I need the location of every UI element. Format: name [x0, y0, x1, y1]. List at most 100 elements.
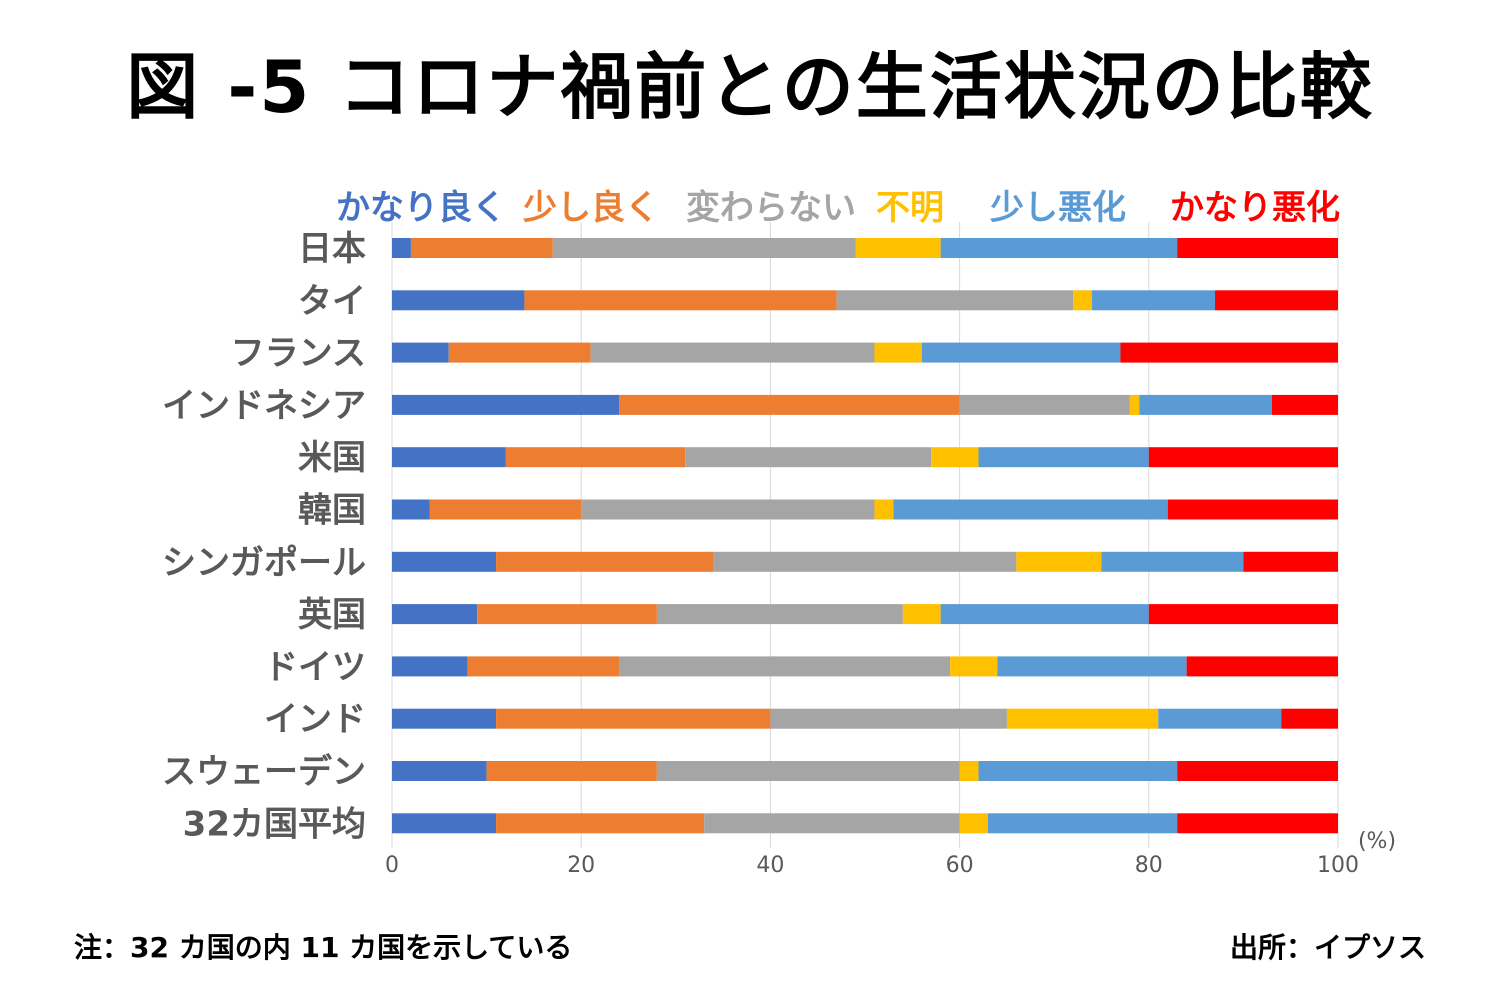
bar-2-2	[590, 342, 875, 363]
category-label-6: シンガポール	[162, 543, 366, 583]
bar-1-5	[1215, 290, 1338, 311]
bar-3-3	[1129, 394, 1140, 415]
bar-1-0	[392, 290, 525, 311]
bar-9-0	[392, 708, 497, 729]
bar-11-3	[959, 813, 988, 834]
bar-11-1	[496, 813, 705, 834]
bar-11-5	[1177, 813, 1338, 834]
bar-0-5	[1177, 238, 1338, 258]
bar-7-2	[656, 604, 903, 625]
legend-entry-4: 少し悪化	[990, 188, 1126, 228]
bar-2-4	[921, 342, 1121, 363]
bar-0-0	[392, 238, 411, 258]
bar-3-5	[1271, 394, 1338, 415]
bar-9-4	[1158, 708, 1282, 729]
bar-8-3	[950, 656, 998, 677]
x-tick-label-1: 20	[567, 853, 595, 878]
bar-7-3	[902, 604, 941, 625]
bar-4-5	[1148, 447, 1338, 468]
bar-11-2	[704, 813, 960, 834]
bar-10-5	[1177, 761, 1338, 781]
bar-11-4	[987, 813, 1178, 834]
bar-10-3	[959, 761, 979, 781]
bar-5-4	[893, 499, 1168, 520]
bar-5-0	[392, 499, 430, 520]
bar-4-1	[505, 447, 686, 468]
bar-0-3	[855, 238, 941, 258]
bar-7-0	[392, 604, 478, 625]
bar-8-1	[467, 656, 620, 677]
bar-1-1	[524, 290, 837, 311]
bar-7-5	[1148, 604, 1338, 625]
category-label-2: フランス	[231, 334, 366, 374]
bar-6-4	[1101, 551, 1244, 572]
legend-entry-5: かなり悪化	[1170, 188, 1340, 228]
bar-5-1	[429, 499, 582, 520]
bar-2-5	[1120, 342, 1338, 363]
bar-1-2	[836, 290, 1074, 311]
category-label-4: 米国	[298, 438, 366, 478]
x-tick-label-0: 0	[385, 853, 399, 878]
bar-2-1	[448, 342, 591, 363]
bar-6-2	[713, 551, 1017, 572]
bar-9-2	[770, 708, 1007, 729]
category-label-10: スウェーデン	[162, 752, 366, 792]
x-tick-label-2: 40	[756, 853, 784, 878]
legend-entry-3: 不明	[876, 188, 944, 228]
bar-4-3	[931, 447, 979, 468]
bar-1-3	[1073, 290, 1093, 311]
bar-2-0	[392, 342, 449, 363]
bar-10-4	[978, 761, 1178, 781]
x-tick-label-5: 100	[1317, 853, 1359, 878]
bar-3-4	[1139, 394, 1272, 415]
bar-5-5	[1167, 499, 1338, 520]
bar-4-4	[978, 447, 1149, 468]
bar-4-2	[685, 447, 932, 468]
x-tick-label-3: 60	[946, 853, 974, 878]
bar-0-4	[940, 238, 1178, 258]
legend-entry-0: かなり良く	[336, 188, 506, 228]
bar-10-1	[486, 761, 657, 781]
bar-2-3	[874, 342, 922, 363]
bar-7-4	[940, 604, 1149, 625]
category-label-1: タイ	[298, 281, 366, 321]
bar-3-2	[959, 394, 1130, 415]
bar-0-2	[552, 238, 856, 258]
bar-8-4	[997, 656, 1187, 677]
legend-entry-1: 少し良く	[523, 188, 659, 228]
bar-9-1	[496, 708, 771, 729]
bar-6-1	[496, 551, 714, 572]
bar-9-5	[1281, 708, 1338, 729]
source-note: 出所：イプソス	[1229, 931, 1426, 964]
bar-10-2	[656, 761, 960, 781]
footnote: 注：32 カ国の内 11 カ国を示している	[74, 931, 573, 964]
legend-entry-2: 変わらない	[686, 188, 856, 228]
bar-5-2	[581, 499, 875, 520]
bar-6-0	[392, 551, 497, 572]
bar-7-1	[477, 604, 657, 625]
category-label-0: 日本	[298, 229, 366, 269]
category-label-11: 32カ国平均	[183, 804, 366, 844]
chart-title: 図 -5 コロナ禍前との生活状況の比較	[126, 45, 1374, 129]
bar-1-4	[1092, 290, 1216, 311]
bar-8-0	[392, 656, 468, 677]
bar-9-3	[1006, 708, 1159, 729]
bar-5-3	[874, 499, 894, 520]
category-label-5: 韓国	[298, 491, 366, 531]
category-label-3: インドネシア	[162, 386, 366, 426]
x-unit-label: (%)	[1358, 829, 1396, 854]
category-label-8: ドイツ	[264, 647, 366, 687]
bar-6-3	[1016, 551, 1102, 572]
bar-0-1	[410, 238, 553, 258]
bar-8-5	[1186, 656, 1338, 677]
category-label-9: インド	[264, 700, 366, 740]
category-label-7: 英国	[298, 595, 366, 635]
bar-8-2	[619, 656, 951, 677]
bar-11-0	[392, 813, 497, 834]
bar-3-1	[619, 394, 960, 415]
bar-3-0	[392, 394, 620, 415]
bar-10-0	[392, 761, 487, 781]
bar-4-0	[392, 447, 506, 468]
bar-6-5	[1243, 551, 1338, 572]
